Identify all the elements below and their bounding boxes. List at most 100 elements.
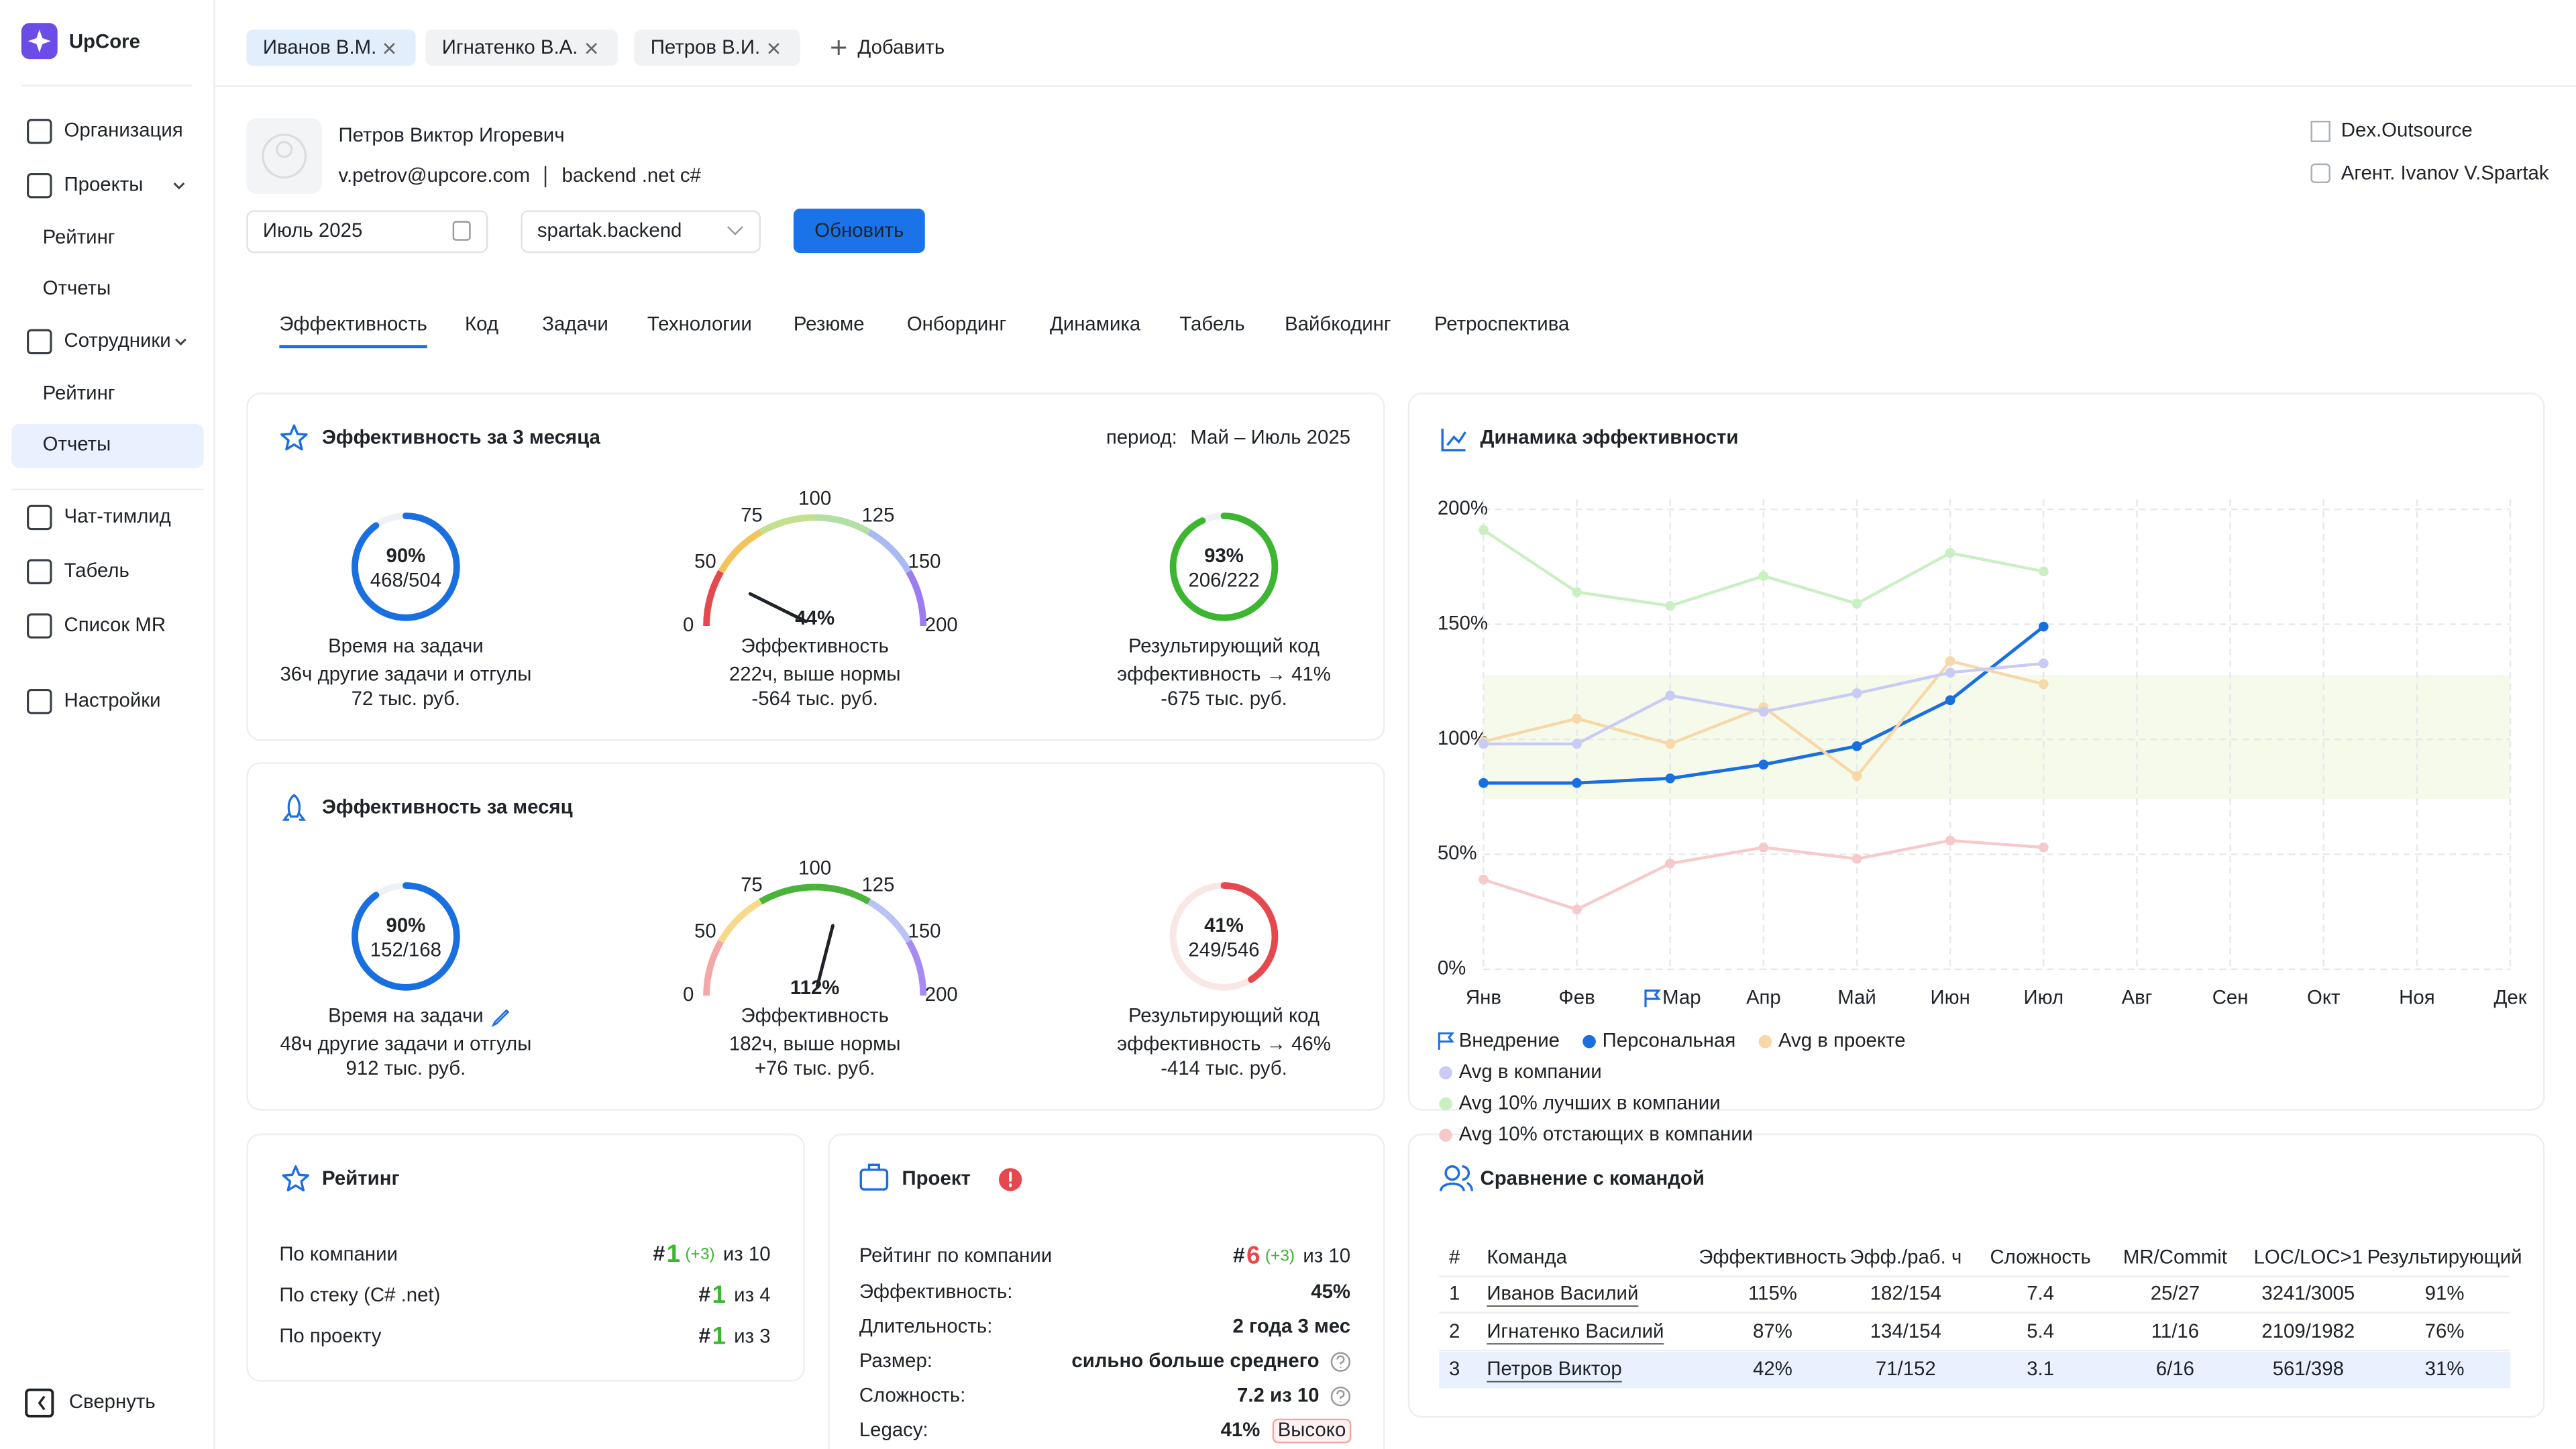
- card: [828, 1133, 1385, 1449]
- tab[interactable]: Задачи: [542, 313, 608, 335]
- avatar-outline: [262, 133, 307, 179]
- rank-value: #1 из 4: [698, 1281, 770, 1308]
- nav-item[interactable]: Отчеты: [43, 277, 111, 299]
- tab[interactable]: Табель: [1179, 313, 1244, 335]
- metric-title: Результирующий код: [1128, 1005, 1320, 1027]
- legend-label: Avg в проекте: [1778, 1029, 1906, 1051]
- ring-value: 90%: [386, 914, 425, 936]
- column-header: Сложность: [1990, 1246, 2090, 1269]
- series-point: [1479, 739, 1489, 749]
- project-select[interactable]: [521, 210, 761, 254]
- table-cell: 31%: [2425, 1358, 2465, 1380]
- nav-item[interactable]: Проекты: [64, 174, 144, 196]
- update-button[interactable]: [793, 209, 925, 254]
- gauge-tick-label: 0: [683, 614, 694, 636]
- employee-chip[interactable]: [634, 30, 800, 66]
- tab[interactable]: Динамика: [1050, 313, 1141, 335]
- card: [246, 762, 1385, 1111]
- gauge-arc: [867, 898, 912, 943]
- table-cell: 561/398: [2273, 1358, 2344, 1380]
- nav-item[interactable]: Отчеты: [43, 433, 111, 455]
- x-tick-label: Май: [1837, 987, 1876, 1009]
- rank-number: 6: [1246, 1241, 1260, 1269]
- series-point: [1851, 771, 1862, 782]
- table-cell: 71/152: [1876, 1358, 1936, 1380]
- team-icon: [1444, 1165, 1460, 1181]
- add-chip[interactable]: Добавить: [857, 36, 945, 58]
- nav-item[interactable]: Табель: [64, 559, 129, 582]
- legend-swatch: [1582, 1034, 1596, 1049]
- help-mark: [1336, 1355, 1345, 1368]
- gauge-arc: [759, 883, 815, 905]
- nav-item[interactable]: Чат-тимлид: [64, 505, 171, 527]
- add-icon: [831, 40, 847, 56]
- project-value: сильно больше среднего: [1071, 1350, 1319, 1372]
- series-point: [1479, 874, 1489, 885]
- card: [246, 1133, 805, 1382]
- table-cell: 1: [1449, 1283, 1460, 1305]
- chip-label: Игнатенко В.А.: [442, 36, 578, 58]
- edit-icon[interactable]: [491, 1009, 510, 1028]
- update-label: Обновить: [814, 219, 904, 241]
- series-point: [1479, 777, 1489, 788]
- series-point: [1945, 656, 1955, 666]
- column-header: Результирующий: [2367, 1246, 2522, 1269]
- table-cell: 134/154: [1870, 1320, 1941, 1342]
- gauge-arc: [906, 939, 927, 996]
- employee-chip[interactable]: [246, 30, 416, 66]
- nav-item[interactable]: Настройки: [64, 689, 161, 711]
- rank-value: #6 (+3) из 10: [1233, 1241, 1350, 1269]
- gauge-tick-label: 200: [925, 983, 958, 1006]
- member-link[interactable]: Иванов Василий: [1487, 1283, 1638, 1305]
- nav-item[interactable]: Организация: [64, 119, 183, 142]
- tab[interactable]: Эффективность: [279, 313, 427, 335]
- agent: Агент. Ivanov V.Spartak: [2341, 162, 2549, 184]
- ring-progress: [352, 513, 460, 621]
- collapse[interactable]: Свернуть: [69, 1391, 156, 1413]
- rank-prefix: #: [698, 1324, 710, 1348]
- series-point: [1665, 739, 1676, 749]
- nav-item[interactable]: Сотрудники: [64, 329, 171, 352]
- project-label: Рейтинг по компании: [859, 1244, 1052, 1267]
- nav-item[interactable]: Рейтинг: [43, 226, 115, 248]
- gauge-arc: [703, 570, 724, 627]
- icon: [27, 119, 52, 144]
- card: [246, 392, 1385, 741]
- table-cell: 3.1: [2027, 1358, 2054, 1380]
- tab[interactable]: Технологии: [647, 313, 752, 335]
- tab[interactable]: Вайбкодинг: [1285, 313, 1391, 335]
- help-icon[interactable]: [1330, 1386, 1351, 1407]
- project-value: 45%: [1311, 1281, 1350, 1303]
- tab[interactable]: Код: [465, 313, 498, 335]
- gauge-arc: [718, 898, 763, 943]
- column-header: MR/Commit: [2123, 1246, 2227, 1269]
- ring-ratio: 206/222: [1188, 570, 1259, 592]
- series-point: [2038, 679, 2049, 690]
- badge: [1272, 1418, 1352, 1444]
- table-cell: 7.4: [2027, 1283, 2054, 1305]
- nav-item[interactable]: Рейтинг: [43, 382, 115, 405]
- tab[interactable]: Онбординг: [907, 313, 1006, 335]
- tab[interactable]: Резюме: [794, 313, 865, 335]
- ring-progress: [1169, 513, 1279, 621]
- legend-swatch: [1758, 1034, 1772, 1049]
- metric-note: 36ч другие задачи и отгулы: [280, 663, 531, 685]
- table-cell: 42%: [1753, 1358, 1792, 1380]
- gauge-tick-label: 50: [694, 551, 716, 573]
- metric-note: 222ч, выше нормы: [729, 663, 901, 685]
- nav-item[interactable]: Список MR: [64, 614, 166, 636]
- member-link[interactable]: Игнатенко Василий: [1487, 1320, 1664, 1342]
- help-icon[interactable]: [1330, 1352, 1351, 1372]
- gauge-tick-label: 0: [683, 983, 694, 1006]
- icon: [27, 504, 52, 531]
- month-input[interactable]: [246, 210, 488, 254]
- employee-chip[interactable]: [425, 30, 618, 66]
- tab[interactable]: Ретроспектива: [1434, 313, 1570, 335]
- x-tick-label: Апр: [1746, 987, 1781, 1009]
- member-link[interactable]: Петров Виктор: [1487, 1358, 1621, 1380]
- company: Dex.Outsource: [2341, 119, 2473, 142]
- project-label: Эффективность:: [859, 1281, 1013, 1303]
- y-tick-label: 50%: [1438, 842, 1477, 864]
- metric-note: 182ч, выше нормы: [729, 1032, 901, 1055]
- metric-note: 48ч другие задачи и отгулы: [280, 1032, 531, 1055]
